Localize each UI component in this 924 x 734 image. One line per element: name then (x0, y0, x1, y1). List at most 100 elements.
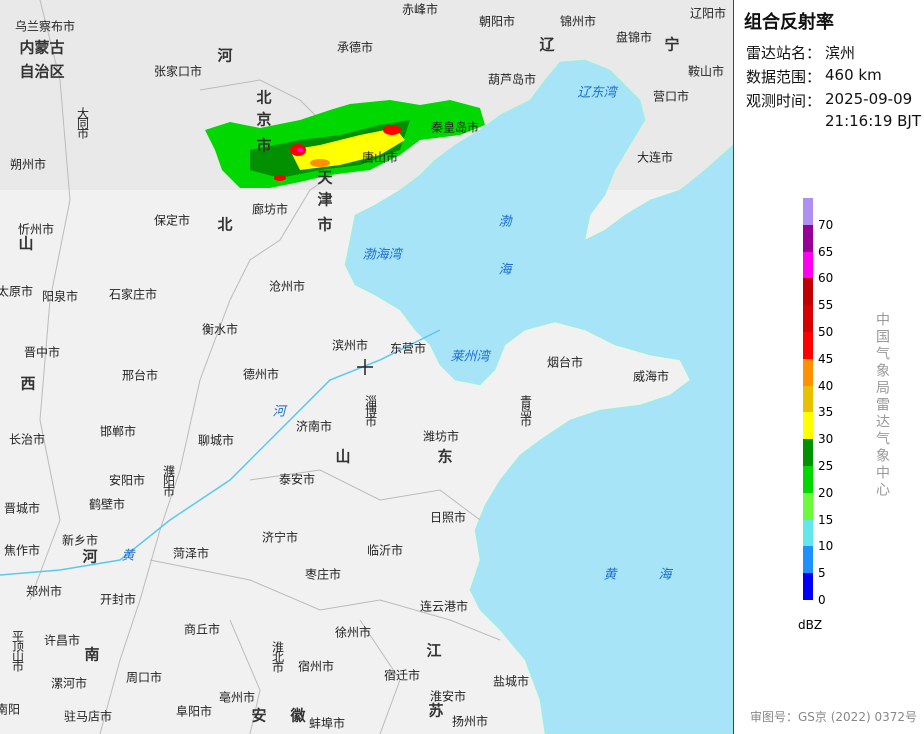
city-label: 商丘市 (184, 622, 220, 637)
field-value: 滨州 (825, 44, 856, 62)
region-label: 西 (20, 375, 35, 393)
water-label: 海 (498, 263, 513, 278)
region-label: 市 (317, 216, 332, 234)
region-label: 苏 (428, 702, 443, 720)
city-label: 驻马店市 (64, 709, 112, 724)
legend-label: 55 (818, 298, 834, 313)
legend-label: 15 (818, 512, 834, 527)
field-label: 观测时间： (746, 92, 822, 110)
city-label: 威海市 (633, 369, 669, 384)
region-label: 天 (317, 169, 333, 187)
city-label: 淮北市 (271, 641, 285, 673)
legend-label: 70 (818, 217, 834, 232)
city-label: 连云港市 (420, 599, 468, 614)
city-label: 淄博市 (364, 395, 378, 427)
legend-swatch (803, 492, 813, 520)
city-label: 赤峰市 (402, 2, 438, 17)
region-label: 京 (256, 111, 271, 129)
city-label: 潍坊市 (423, 429, 459, 444)
city-label: 张家口市 (154, 64, 202, 79)
city-label: 安阳市 (109, 473, 145, 488)
city-label: 枣庄市 (305, 567, 341, 582)
region-label: 津 (317, 191, 332, 209)
city-label: 石家庄市 (109, 287, 157, 302)
approval: 审图号：GS京 (2022) 0372号 (750, 710, 917, 724)
legend-swatch (803, 332, 813, 359)
city-label: 忻州市 (18, 222, 54, 237)
water-label: 辽东湾 (577, 85, 618, 101)
legend-label: 45 (818, 351, 834, 366)
radar-site (357, 359, 373, 375)
legend-swatch (803, 573, 813, 600)
region-label: 安 (251, 707, 266, 725)
water-label: 渤海湾 (362, 247, 403, 263)
field-label: 雷达站名： (746, 44, 822, 62)
city-label: 聊城市 (198, 433, 234, 448)
legend-label: 25 (818, 459, 834, 473)
city-label: 盐城市 (493, 674, 529, 689)
city-label: 蚌埠市 (309, 716, 345, 731)
city-label: 邢台市 (122, 368, 158, 383)
city-label: 鹤壁市 (89, 497, 125, 512)
city-label: 葫芦岛市 (488, 72, 536, 87)
radar-echo (205, 100, 485, 188)
legend-swatch (803, 278, 813, 306)
region-label: 河 (82, 548, 97, 566)
legend-swatch (803, 358, 813, 386)
city-label: 扬州市 (452, 714, 488, 729)
city-label: 营口市 (653, 89, 689, 104)
city-label: 许昌市 (44, 633, 80, 648)
city-label: 济宁市 (262, 530, 298, 545)
water-label: 黄 (603, 568, 618, 583)
field-label: 数据范围： (746, 68, 822, 86)
city-label: 晋城市 (4, 501, 40, 516)
city-label: 亳州市 (219, 690, 255, 705)
city-label: 乌兰察布市 (15, 19, 75, 34)
legend-label: 20 (818, 485, 834, 500)
region-label: 北 (256, 89, 271, 107)
region-label: 市 (256, 137, 271, 155)
city-label: 青岛市 (519, 395, 533, 427)
city-label: 承德市 (337, 40, 373, 55)
legend-swatch (803, 251, 813, 279)
legend-swatch (803, 385, 813, 413)
legend-label: 50 (818, 325, 834, 339)
city-label: 朔州市 (10, 157, 46, 172)
region-label: 山 (335, 448, 350, 466)
city-label: 新乡市 (62, 533, 98, 548)
city-label: 沧州市 (269, 279, 305, 294)
city-label: 德州市 (243, 367, 279, 382)
city-label: 开封市 (100, 592, 136, 607)
region-label: 山 (18, 235, 33, 253)
city-label: 邯郸市 (100, 424, 136, 439)
city-label: 泰安市 (279, 472, 315, 487)
region-label: 北 (217, 216, 232, 234)
legend-label: 0 (818, 593, 826, 607)
legend-swatch (803, 519, 813, 547)
legend-swatch (803, 466, 813, 493)
legend-swatch (803, 198, 813, 225)
city-label: 平顶山市 (11, 630, 25, 672)
city-label: 烟台市 (547, 355, 583, 370)
sea (344, 59, 733, 734)
legend-swatch (803, 412, 813, 440)
region-label: 内蒙古 (19, 39, 64, 57)
city-label: 秦皇岛市 (431, 120, 479, 135)
city-label: 徐州市 (335, 625, 371, 640)
region-label: 河 (217, 47, 232, 65)
field-value: 2025-09-09 (825, 90, 913, 108)
city-label: 廊坊市 (252, 202, 288, 217)
region-label: 辽 (539, 36, 554, 54)
legend-label: 60 (818, 271, 834, 286)
info-panel: 组合反射率 雷达站名： 滨州 数据范围： 460 km 观测时间： 2025-09-09 21… (734, 0, 924, 734)
water-label: 渤 (498, 215, 513, 230)
field-value: 21:16:19 BJT (825, 112, 922, 130)
water-label: 莱州湾 (450, 349, 491, 365)
city-label: 唐山市 (362, 150, 398, 165)
city-label: 淮安市 (430, 689, 466, 704)
city-label: 盘锦市 (616, 30, 652, 45)
divider (733, 0, 734, 734)
legend-label: 30 (818, 432, 834, 447)
city-label: 漯河市 (51, 676, 87, 691)
legend-label: 35 (818, 405, 834, 420)
